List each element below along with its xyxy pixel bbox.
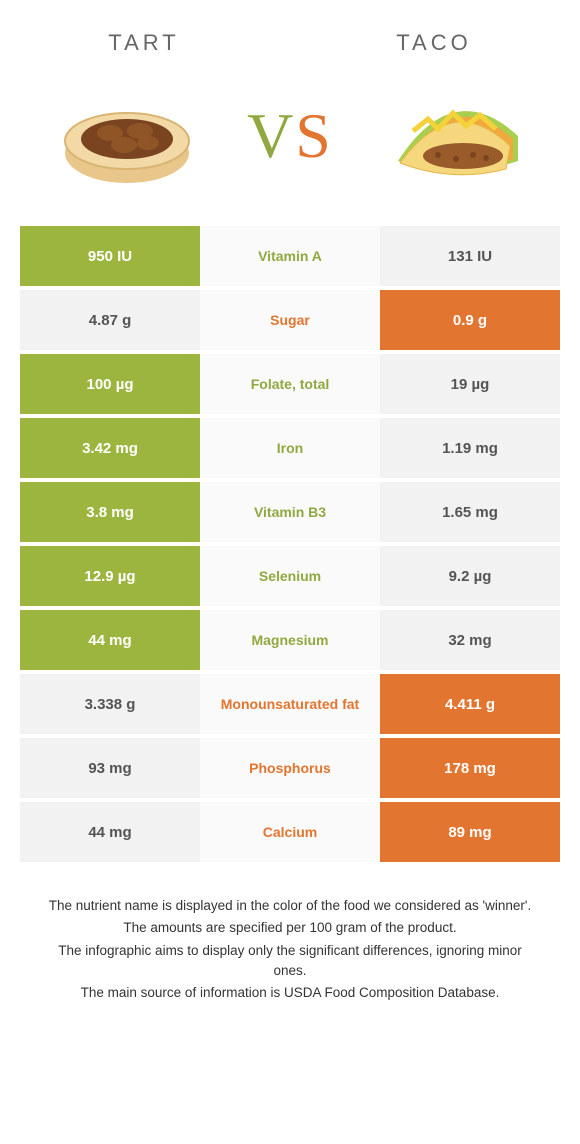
hero: VS: [0, 66, 580, 226]
cell-left: 100 µg: [20, 354, 200, 414]
cell-label: Vitamin B3: [200, 482, 380, 542]
cell-right: 4.411 g: [380, 674, 560, 734]
cell-label: Folate, total: [200, 354, 380, 414]
cell-left: 3.42 mg: [20, 418, 200, 478]
cell-left: 950 IU: [20, 226, 200, 286]
table-row: 3.8 mgVitamin B31.65 mg: [20, 482, 560, 542]
cell-right: 131 IU: [380, 226, 560, 286]
cell-left: 3.8 mg: [20, 482, 200, 542]
cell-left: 3.338 g: [20, 674, 200, 734]
footnote: The nutrient name is displayed in the co…: [40, 896, 540, 916]
table-row: 93 mgPhosphorus178 mg: [20, 738, 560, 798]
table-row: 44 mgMagnesium32 mg: [20, 610, 560, 670]
table-row: 12.9 µgSelenium9.2 µg: [20, 546, 560, 606]
cell-left: 12.9 µg: [20, 546, 200, 606]
cell-label: Vitamin A: [200, 226, 380, 286]
table-row: 3.338 gMonounsaturated fat4.411 g: [20, 674, 560, 734]
cell-label: Iron: [200, 418, 380, 478]
table-row: 950 IUVitamin A131 IU: [20, 226, 560, 286]
cell-left: 93 mg: [20, 738, 200, 798]
vs-s: S: [295, 100, 333, 171]
table-row: 3.42 mgIron1.19 mg: [20, 418, 560, 478]
cell-right: 178 mg: [380, 738, 560, 798]
cell-label: Selenium: [200, 546, 380, 606]
title-right: TACO: [396, 30, 471, 56]
cell-right: 19 µg: [380, 354, 560, 414]
table-row: 100 µgFolate, total19 µg: [20, 354, 560, 414]
title-left: TART: [108, 30, 179, 56]
table-row: 44 mgCalcium89 mg: [20, 802, 560, 862]
cell-right: 0.9 g: [380, 290, 560, 350]
cell-label: Calcium: [200, 802, 380, 862]
cell-left: 44 mg: [20, 610, 200, 670]
cell-label: Magnesium: [200, 610, 380, 670]
taco-icon: [378, 76, 528, 196]
cell-label: Sugar: [200, 290, 380, 350]
header: TART TACO: [0, 0, 580, 66]
cell-label: Phosphorus: [200, 738, 380, 798]
cell-right: 32 mg: [380, 610, 560, 670]
cell-label: Monounsaturated fat: [200, 674, 380, 734]
cell-left: 44 mg: [20, 802, 200, 862]
cell-right: 1.65 mg: [380, 482, 560, 542]
cell-right: 9.2 µg: [380, 546, 560, 606]
tart-icon: [52, 76, 202, 196]
vs-text: VS: [247, 99, 333, 173]
nutrient-table: 950 IUVitamin A131 IU4.87 gSugar0.9 g100…: [20, 226, 560, 862]
footnote: The amounts are specified per 100 gram o…: [40, 918, 540, 938]
footnotes: The nutrient name is displayed in the co…: [0, 866, 580, 1035]
footnote: The infographic aims to display only the…: [40, 941, 540, 982]
footnote: The main source of information is USDA F…: [40, 983, 540, 1003]
cell-left: 4.87 g: [20, 290, 200, 350]
cell-right: 89 mg: [380, 802, 560, 862]
table-row: 4.87 gSugar0.9 g: [20, 290, 560, 350]
vs-v: V: [247, 100, 295, 171]
cell-right: 1.19 mg: [380, 418, 560, 478]
